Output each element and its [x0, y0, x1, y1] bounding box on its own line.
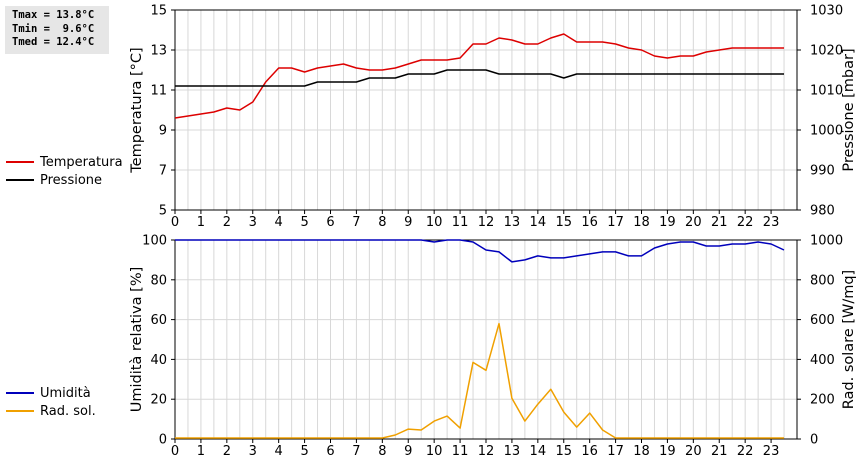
chart1-xtick-label: 14 — [530, 215, 547, 230]
legend-item-radsol: Rad. sol. — [6, 402, 96, 420]
chart2-ytick-right-label: 200 — [810, 393, 835, 408]
chart2-xtick-label: 13 — [504, 444, 521, 459]
tmed-text: Tmed = 12.4°C — [12, 36, 95, 48]
chart2-ytick-left-label: 20 — [150, 393, 167, 408]
chart1-xtick-label: 2 — [223, 215, 231, 230]
chart2-xtick-label: 19 — [659, 444, 676, 459]
chart2-series-umidit-line — [175, 239, 785, 263]
chart2-xtick-label: 8 — [378, 444, 386, 459]
chart2-ylabel-right: Rad. solare [W/mq] — [841, 270, 857, 409]
chart1-xtick-label: 21 — [711, 215, 728, 230]
chart2-xtick-label: 3 — [249, 444, 257, 459]
legend-swatch-pressione — [6, 179, 34, 181]
legend-label-radsol: Rad. sol. — [40, 403, 96, 419]
chart1-ytick-right-label: 1030 — [810, 4, 843, 19]
chart2-xtick-label: 4 — [275, 444, 283, 459]
chart2-xtick-label: 6 — [326, 444, 334, 459]
chart2-xtick-label: 22 — [737, 444, 754, 459]
chart2-xtick-label: 11 — [452, 444, 469, 459]
chart2-ytick-right-label: 0 — [810, 433, 818, 448]
chart1-xtick-label: 0 — [171, 215, 179, 230]
chart2-xtick-label: 16 — [581, 444, 598, 459]
chart1-ylabel-left: Temperatura [°C] — [129, 47, 145, 173]
chart1-xtick-label: 22 — [737, 215, 754, 230]
chart1-xtick-label: 8 — [378, 215, 386, 230]
chart2-ytick-right-label: 400 — [810, 353, 835, 368]
chart1-ytick-right-label: 980 — [810, 204, 835, 219]
legend-item-pressione: Pressione — [6, 171, 123, 189]
chart2-ytick-right-label: 600 — [810, 313, 835, 328]
chart1-series-pressione-line — [175, 69, 784, 87]
chart2-ylabel-left: Umidità relativa [%] — [129, 267, 145, 413]
chart2-ytick-right-label: 1000 — [810, 234, 843, 249]
chart2-xtick-label: 23 — [763, 444, 780, 459]
chart1-xtick-label: 11 — [452, 215, 469, 230]
legend-swatch-umidita — [6, 392, 34, 394]
chart2-xtick-label: 5 — [300, 444, 308, 459]
chart1-ytick-left-label: 13 — [150, 44, 167, 59]
chart1-xtick-label: 18 — [633, 215, 650, 230]
chart1-ytick-right-label: 1020 — [810, 44, 843, 59]
chart1-ylabel-right: Pressione [mbar] — [841, 48, 857, 171]
chart1-xtick-label: 10 — [426, 215, 443, 230]
chart2-ytick-left-label: 60 — [150, 313, 167, 328]
tmax-text: Tmax = 13.8°C — [12, 9, 95, 21]
chart2-xtick-label: 14 — [530, 444, 547, 459]
chart2-xtick-label: 0 — [171, 444, 179, 459]
chart1-xtick-label: 3 — [249, 215, 257, 230]
legend-top: Temperatura Pressione — [6, 153, 123, 189]
legend-item-umidita: Umidità — [6, 384, 96, 402]
chart2-series-rad-sol-line — [175, 322, 784, 439]
legend-label-umidita: Umidità — [40, 385, 91, 401]
chart1-xtick-label: 13 — [504, 215, 521, 230]
chart1-xtick-label: 16 — [581, 215, 598, 230]
chart1-ytick-left-label: 9 — [159, 124, 167, 139]
legend-label-temperatura: Temperatura — [40, 154, 123, 170]
chart1-xtick-label: 17 — [607, 215, 624, 230]
chart2-xtick-label: 7 — [352, 444, 360, 459]
chart1-xtick-label: 12 — [478, 215, 495, 230]
chart1-ytick-right-label: 1010 — [810, 84, 843, 99]
chart1-xtick-label: 20 — [685, 215, 702, 230]
chart1-ytick-left-label: 7 — [159, 164, 167, 179]
chart1-ytick-right-label: 990 — [810, 164, 835, 179]
chart1-xtick-label: 4 — [275, 215, 283, 230]
chart2-xtick-label: 18 — [633, 444, 650, 459]
legend-label-pressione: Pressione — [40, 172, 103, 188]
chart2-ytick-left-label: 100 — [142, 234, 167, 249]
stats-box: Tmax = 13.8°C Tmin = 9.6°C Tmed = 12.4°C — [5, 6, 109, 54]
chart2-xtick-label: 1 — [197, 444, 205, 459]
chart1-xtick-label: 15 — [555, 215, 572, 230]
chart2-xtick-label: 9 — [404, 444, 412, 459]
chart2-ytick-left-label: 40 — [150, 353, 167, 368]
chart2-xtick-label: 21 — [711, 444, 728, 459]
chart1-ytick-right-label: 1000 — [810, 124, 843, 139]
chart1-series-temperatura-line — [174, 33, 784, 119]
chart2-xtick-label: 15 — [555, 444, 572, 459]
chart1-ytick-left-label: 11 — [150, 84, 167, 99]
chart1-ytick-left-label: 5 — [159, 204, 167, 219]
legend-bottom: Umidità Rad. sol. — [6, 384, 96, 420]
chart1-xtick-label: 5 — [300, 215, 308, 230]
chart1-xtick-label: 7 — [352, 215, 360, 230]
chart2-ytick-left-label: 80 — [150, 273, 167, 288]
chart2-ytick-left-label: 0 — [159, 433, 167, 448]
legend-swatch-temperatura — [6, 161, 34, 163]
chart2-xtick-label: 17 — [607, 444, 624, 459]
chart1-xtick-label: 1 — [197, 215, 205, 230]
tmin-text: Tmin = 9.6°C — [12, 22, 95, 35]
chart2-xtick-label: 10 — [426, 444, 443, 459]
chart2-xtick-label: 12 — [478, 444, 495, 459]
chart2-xtick-label: 20 — [685, 444, 702, 459]
chart1-ytick-left-label: 15 — [150, 4, 167, 19]
chart1-xtick-label: 19 — [659, 215, 676, 230]
chart1-xtick-label: 6 — [326, 215, 334, 230]
chart2-ytick-right-label: 800 — [810, 273, 835, 288]
chart2-xtick-label: 2 — [223, 444, 231, 459]
legend-swatch-radsol — [6, 410, 34, 412]
chart1-xtick-label: 9 — [404, 215, 412, 230]
chart1-xtick-label: 23 — [763, 215, 780, 230]
legend-item-temperatura: Temperatura — [6, 153, 123, 171]
